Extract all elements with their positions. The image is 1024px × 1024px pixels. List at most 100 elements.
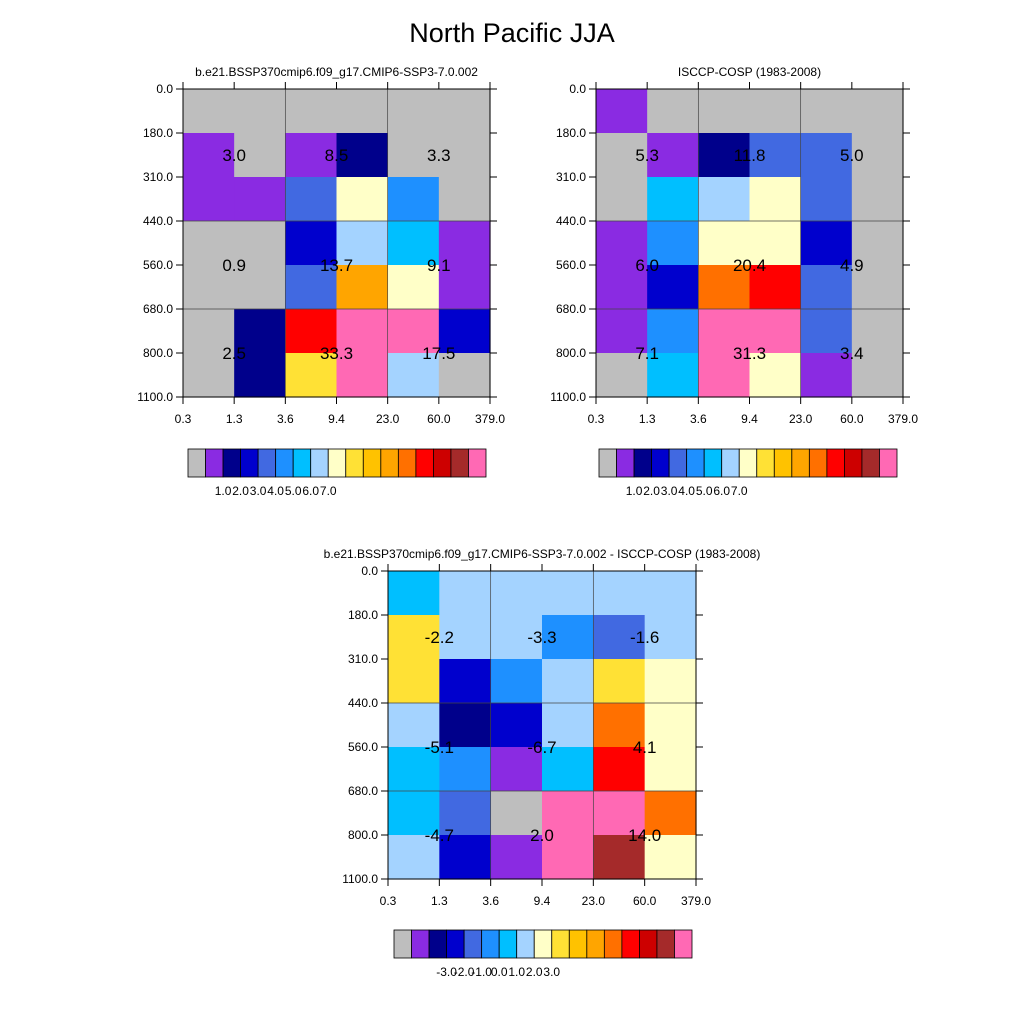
heatmap-cell: [439, 615, 492, 660]
cell-value-label: 14.0: [628, 826, 661, 845]
y-tick-label: 0.0: [361, 564, 378, 578]
cell-value-label: -1.6: [630, 628, 659, 647]
heatmap-cell: [285, 221, 338, 266]
heatmap-cell: [234, 353, 286, 398]
cell-value-label: 4.9: [840, 256, 864, 275]
heatmap-cell: [387, 133, 440, 178]
heatmap-cell: [593, 571, 646, 616]
heatmap-cell: [183, 265, 235, 310]
heatmap-cell: [387, 309, 440, 354]
cell-value-label: 3.3: [427, 146, 451, 165]
colorbar-swatch: [844, 448, 863, 478]
heatmap-cell: [749, 133, 802, 178]
colorbar-swatch: [738, 448, 758, 478]
heatmap-cell: [698, 221, 751, 266]
x-tick-label: 1.3: [226, 412, 243, 426]
heatmap-cell: [542, 571, 594, 616]
heatmap-cell: [593, 747, 646, 792]
heatmap-cell: [183, 177, 235, 222]
heatmap-cell: [439, 571, 492, 616]
colorbar-swatch: [446, 929, 465, 959]
colorbar-label: 3.0: [250, 484, 267, 498]
cell-value-label: 31.3: [733, 344, 766, 363]
heatmap-cell: [644, 703, 697, 748]
y-tick-label: 560.0: [556, 258, 586, 272]
x-tick-label: 1.3: [431, 894, 448, 908]
heatmap-cell: [647, 221, 699, 266]
heatmap-cell: [183, 309, 235, 354]
heatmap-cell: [438, 265, 491, 310]
colorbar-swatch: [674, 929, 693, 959]
heatmap-cell: [596, 133, 648, 178]
heatmap-cell: [644, 659, 697, 704]
y-tick-label: 680.0: [348, 784, 378, 798]
heatmap-cell: [234, 221, 286, 266]
heatmap-cell: [439, 659, 492, 704]
heatmap-cell: [336, 265, 389, 310]
heatmap-cell: [749, 89, 802, 134]
heatmap-cell: [800, 309, 853, 354]
colorbar-swatch: [826, 448, 845, 478]
heatmap-cell: [285, 89, 338, 134]
y-tick-label: 1100.0: [137, 390, 173, 404]
heatmap-cell: [593, 659, 646, 704]
heatmap-cell: [647, 89, 699, 134]
heatmap-cell: [183, 221, 235, 266]
x-tick-label: 379.0: [681, 894, 711, 908]
heatmap-cell: [490, 571, 543, 616]
y-tick-label: 800.0: [143, 346, 173, 360]
x-tick-label: 3.6: [277, 412, 294, 426]
colorbar-label: 6.0: [302, 484, 319, 498]
colorbar-label: 4.0: [678, 484, 695, 498]
heatmap-cell: [851, 265, 904, 310]
heatmap-cell: [596, 177, 648, 222]
x-tick-label: 3.6: [690, 412, 707, 426]
x-tick-label: 23.0: [376, 412, 400, 426]
heatmap-cell: [336, 133, 389, 178]
y-tick-label: 310.0: [348, 652, 378, 666]
heatmap-cell: [698, 309, 751, 354]
colorbar-label: 5.0: [285, 484, 302, 498]
x-tick-label: 3.6: [482, 894, 499, 908]
colorbar-swatch: [551, 929, 570, 959]
panel-3: b.e21.BSSP370cmip6.f09_g17.CMIP6-SSP3-7.…: [324, 547, 761, 979]
heatmap-cell: [183, 353, 235, 398]
heatmap-cell: [851, 89, 904, 134]
colorbar-swatch: [397, 448, 417, 478]
y-tick-label: 180.0: [348, 608, 378, 622]
heatmap-cell: [490, 747, 543, 792]
heatmap-cell: [336, 177, 389, 222]
x-tick-label: 379.0: [475, 412, 505, 426]
heatmap-cell: [644, 791, 697, 836]
x-tick-label: 9.4: [534, 894, 551, 908]
cell-value-label: 8.5: [325, 146, 349, 165]
colorbar-swatch: [568, 929, 588, 959]
colorbar-label: 7.0: [731, 484, 748, 498]
colorbar-swatch: [651, 448, 670, 478]
heatmap-cell: [542, 791, 594, 836]
colorbar-label: 5.0: [696, 484, 713, 498]
y-tick-label: 310.0: [143, 170, 173, 184]
heatmap-cell: [387, 221, 440, 266]
colorbar-label: 6.0: [713, 484, 730, 498]
heatmap-cell: [596, 221, 648, 266]
heatmap-cell: [698, 89, 751, 134]
y-tick-label: 180.0: [556, 126, 586, 140]
cell-value-label: 0.9: [222, 256, 246, 275]
heatmap-cell: [388, 791, 440, 836]
y-tick-label: 0.0: [569, 82, 586, 96]
colorbar-swatch: [598, 448, 617, 478]
x-tick-label: 60.0: [427, 412, 451, 426]
panel-title: b.e21.BSSP370cmip6.f09_g17.CMIP6-SSP3-7.…: [195, 65, 478, 79]
heatmap-cell: [234, 133, 286, 178]
heatmap-cell: [490, 659, 543, 704]
cell-value-label: 2.0: [530, 826, 554, 845]
heatmap-cell: [593, 791, 646, 836]
heatmap-cell: [800, 177, 853, 222]
colorbar-swatch: [616, 448, 635, 478]
heatmap-cell: [439, 835, 492, 880]
cell-value-label: 5.3: [635, 146, 659, 165]
heatmap-cell: [800, 133, 853, 178]
heatmap-cell: [698, 133, 751, 178]
colorbar-swatch: [791, 448, 810, 478]
